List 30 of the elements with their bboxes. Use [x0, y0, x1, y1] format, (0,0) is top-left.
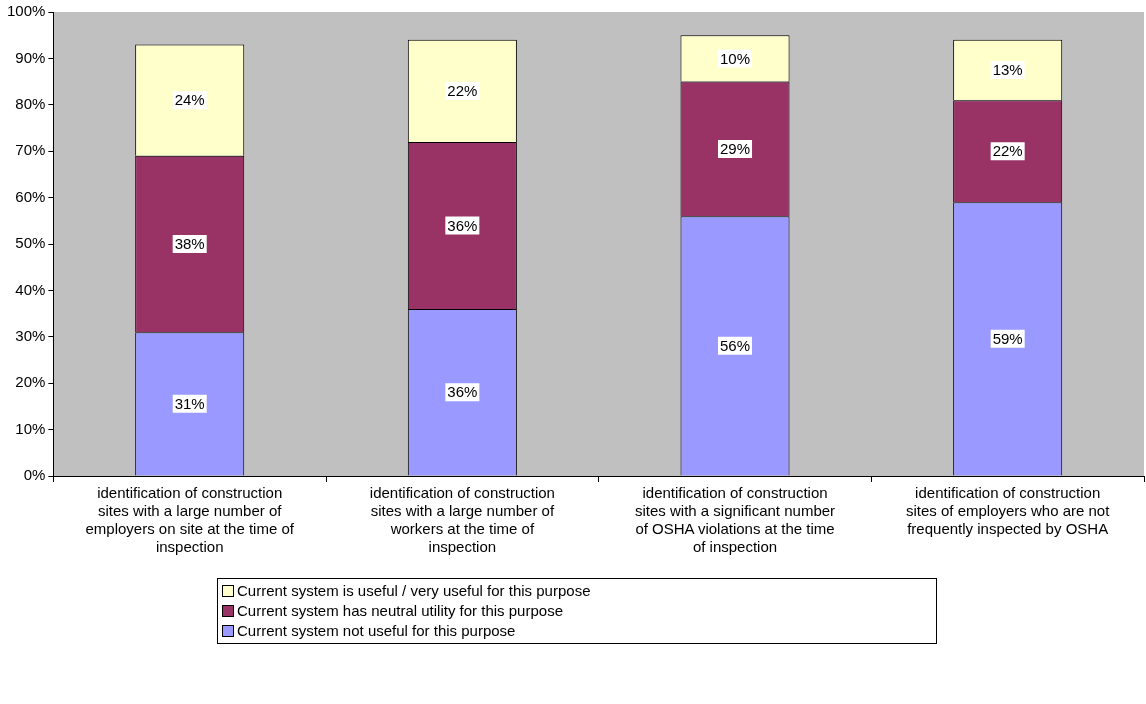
data-label: 24%	[174, 91, 205, 109]
legend-label: Current system has neutral utility for this purpose	[237, 601, 563, 621]
data-label: 22%	[447, 82, 478, 100]
y-tick-label: 50%	[15, 234, 46, 252]
data-label: 13%	[992, 61, 1023, 79]
data-label: 38%	[174, 235, 205, 253]
x-tick-label: identification of construction sites with a large number of workers at the time of inspection	[369, 484, 555, 556]
y-tick-label: 30%	[15, 326, 46, 344]
y-tick-label: 100%	[6, 2, 46, 20]
data-label: 56%	[720, 336, 751, 354]
y-tick-label: 60%	[15, 187, 46, 205]
data-label: 59%	[992, 330, 1023, 348]
x-tick-label: identification of construction sites with a significant number of OSHA violations at the time of inspection	[634, 484, 836, 556]
y-tick-label: 70%	[15, 141, 46, 159]
y-tick-label: 20%	[15, 373, 46, 391]
x-tick-label: identification of construction sites of employers who are not frequently inspected by OSHA	[905, 484, 1111, 538]
data-label: 22%	[992, 142, 1023, 160]
data-label: 31%	[174, 394, 205, 412]
legend-label: Current system not useful for this purpose	[237, 621, 516, 641]
data-label: 29%	[720, 140, 751, 158]
x-tick-label: identification of construction sites with a large number of employers on site at the time of inspection	[85, 484, 295, 556]
y-tick-label: 80%	[15, 94, 46, 112]
data-label: 36%	[447, 383, 478, 401]
legend-label: Current system is useful / very useful for this purpose	[237, 581, 591, 601]
data-label: 10%	[720, 49, 751, 67]
y-tick-label: 10%	[15, 419, 46, 437]
y-tick-label: 0%	[23, 466, 46, 484]
y-tick-label: 40%	[15, 280, 46, 298]
y-tick-label: 90%	[15, 48, 46, 66]
data-label: 36%	[447, 216, 478, 234]
